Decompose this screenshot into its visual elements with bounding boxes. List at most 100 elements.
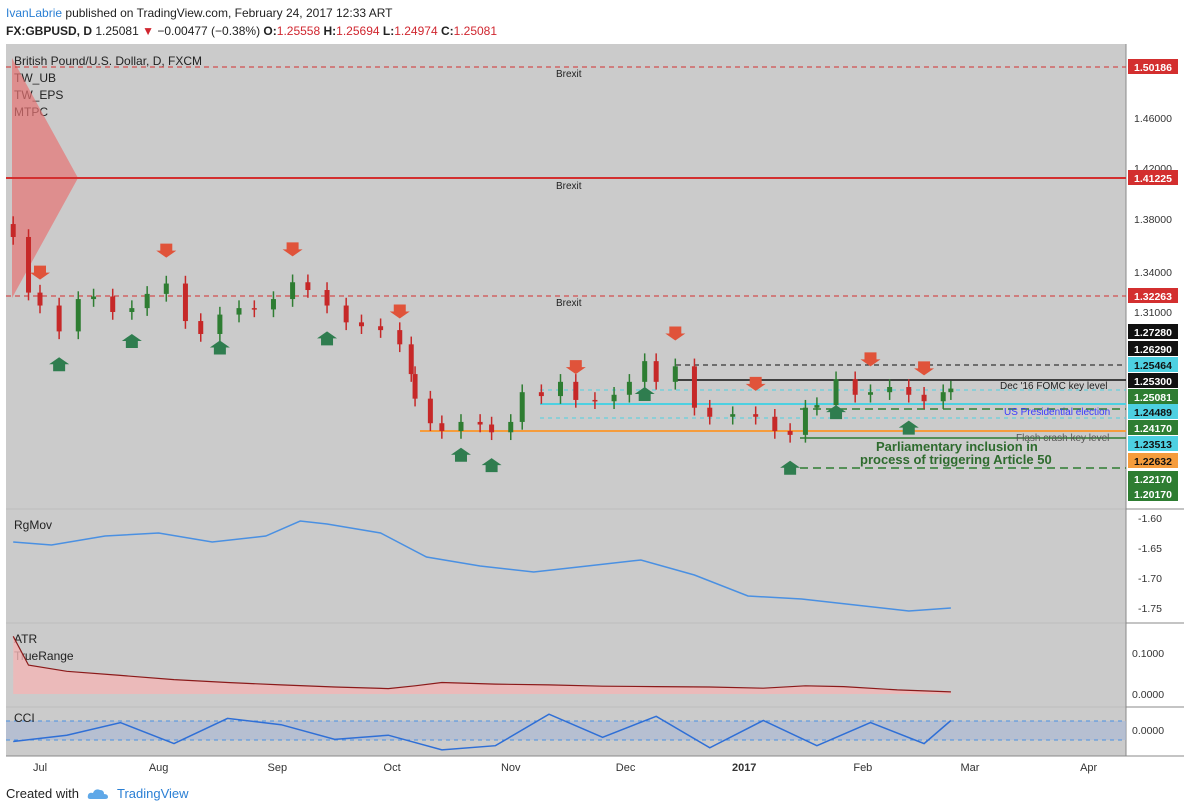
candle-body <box>217 314 223 334</box>
change-down-icon: ▼ <box>142 24 154 38</box>
price-label-bg <box>1128 357 1178 372</box>
candle-body <box>921 394 927 402</box>
price-change: −0.00477 (−0.38%) <box>157 24 261 38</box>
price-label: 1.41225 <box>1134 173 1172 185</box>
rgmov-tick-label: -1.60 <box>1138 513 1162 525</box>
candle-body <box>489 424 495 433</box>
candle-body <box>653 361 659 382</box>
candle-body <box>691 366 697 408</box>
candle-body <box>458 421 464 431</box>
candle-body <box>592 399 598 402</box>
price-label-bg <box>1128 341 1178 356</box>
candle-body <box>10 224 16 237</box>
sell-arrow-icon <box>389 304 410 319</box>
x-tick-label: Dec <box>616 762 636 774</box>
candle-body <box>236 308 242 315</box>
candle-body <box>144 293 150 309</box>
x-tick-label: Apr <box>1080 762 1097 774</box>
sell-arrow-icon <box>860 352 881 367</box>
candle-body <box>324 290 330 306</box>
footer: Created with TradingView <box>6 786 189 801</box>
price-label: 1.25081 <box>1134 392 1172 404</box>
price-label-bg <box>1128 324 1178 339</box>
buy-arrow-icon <box>317 331 338 346</box>
price-label-bg <box>1128 389 1178 404</box>
y-tick-label: 1.34000 <box>1134 267 1172 279</box>
author-link[interactable]: IvanLabrie <box>6 6 63 20</box>
candle-body <box>397 330 403 345</box>
buy-arrow-icon <box>450 447 471 462</box>
y-tick-label: 1.31000 <box>1134 307 1172 319</box>
price-label: 1.32263 <box>1134 291 1172 303</box>
candle-body <box>707 407 713 417</box>
y-tick-label: 1.46000 <box>1134 113 1172 125</box>
candle-body <box>753 414 759 417</box>
rgmov-tick-label: -1.70 <box>1138 573 1162 585</box>
candle-body <box>290 282 296 300</box>
price-label: 1.22632 <box>1134 456 1172 468</box>
low-label: L: <box>382 24 395 38</box>
candle-body <box>772 416 778 431</box>
brexit-label-3: Brexit <box>556 298 582 309</box>
candle-body <box>573 381 579 400</box>
price-label-bg <box>1128 453 1178 468</box>
rgmov-pane-bg <box>6 510 1126 622</box>
price-label: 1.25464 <box>1134 360 1172 372</box>
price-label: 1.23513 <box>1134 439 1172 451</box>
candle-body <box>730 414 736 417</box>
candle-body <box>814 405 820 408</box>
price-label-bg <box>1128 420 1178 435</box>
time-axis[interactable]: Jul Aug Sep Oct Nov Dec 2017 Feb Mar Apr <box>33 762 1098 774</box>
tradingview-brand-link[interactable]: TradingView <box>116 786 189 801</box>
price-label: 1.27280 <box>1134 327 1172 339</box>
sell-arrow-icon <box>30 265 50 280</box>
candle-body <box>557 381 563 397</box>
sell-arrow-icon <box>914 361 935 376</box>
truerange-label: TrueRange <box>14 649 74 663</box>
atr-y-axis-ticks: 0.1000 0.0000 <box>1132 648 1164 701</box>
candle-body <box>305 282 311 291</box>
candle-body <box>948 388 954 393</box>
truerange-area <box>13 636 951 694</box>
open-value: 1.25558 <box>276 24 321 38</box>
fomc-label: Dec '16 FOMC key level <box>1000 381 1108 392</box>
sell-arrow-icon <box>156 243 177 258</box>
price-label: 1.25300 <box>1134 376 1172 388</box>
y-tick-label: 1.38000 <box>1134 214 1172 226</box>
candle-body <box>477 421 483 425</box>
price-label: 1.26290 <box>1134 344 1172 356</box>
candle-body <box>270 299 276 310</box>
candle-body <box>906 387 912 395</box>
atr-tick-label: 0.1000 <box>1132 648 1164 660</box>
high-value: 1.25694 <box>336 24 380 38</box>
candle-body <box>802 407 808 435</box>
signal-arrows <box>30 242 935 475</box>
candle-body <box>611 394 617 402</box>
price-label-bg <box>1128 288 1178 303</box>
low-value: 1.24974 <box>394 24 438 38</box>
candle-body <box>642 361 648 382</box>
buy-arrow-icon <box>121 333 142 348</box>
election-label: US Presidential election <box>1004 407 1110 418</box>
price-label: 1.50186 <box>1134 62 1172 74</box>
chart-header: IvanLabrie published on TradingView.com,… <box>6 4 497 40</box>
symbol-ohlc-line: FX:GBPUSD, D 1.25081 ▼ −0.00477 (−0.38%)… <box>6 22 497 40</box>
price-label: 1.24489 <box>1134 407 1172 419</box>
x-tick-label: Oct <box>384 762 401 774</box>
candle-body <box>427 398 433 424</box>
cci-line <box>13 713 952 751</box>
atr-tick-label: 0.0000 <box>1132 689 1164 701</box>
candle-body <box>519 392 525 422</box>
article50-label-line2: process of triggering Article 50 <box>860 452 1052 467</box>
price-label-bg <box>1128 404 1178 419</box>
article50-label-line1: Parliamentary inclusion in <box>876 439 1038 454</box>
candle-body <box>887 387 893 393</box>
published-text: published on TradingView.com, February 2… <box>65 6 393 20</box>
candle-body <box>867 392 873 395</box>
price-label-bg <box>1128 486 1178 501</box>
candle-body <box>56 305 62 332</box>
cci-tick-label: 0.0000 <box>1132 725 1164 737</box>
candle-body <box>787 430 793 435</box>
price-label: 1.22170 <box>1134 474 1172 486</box>
